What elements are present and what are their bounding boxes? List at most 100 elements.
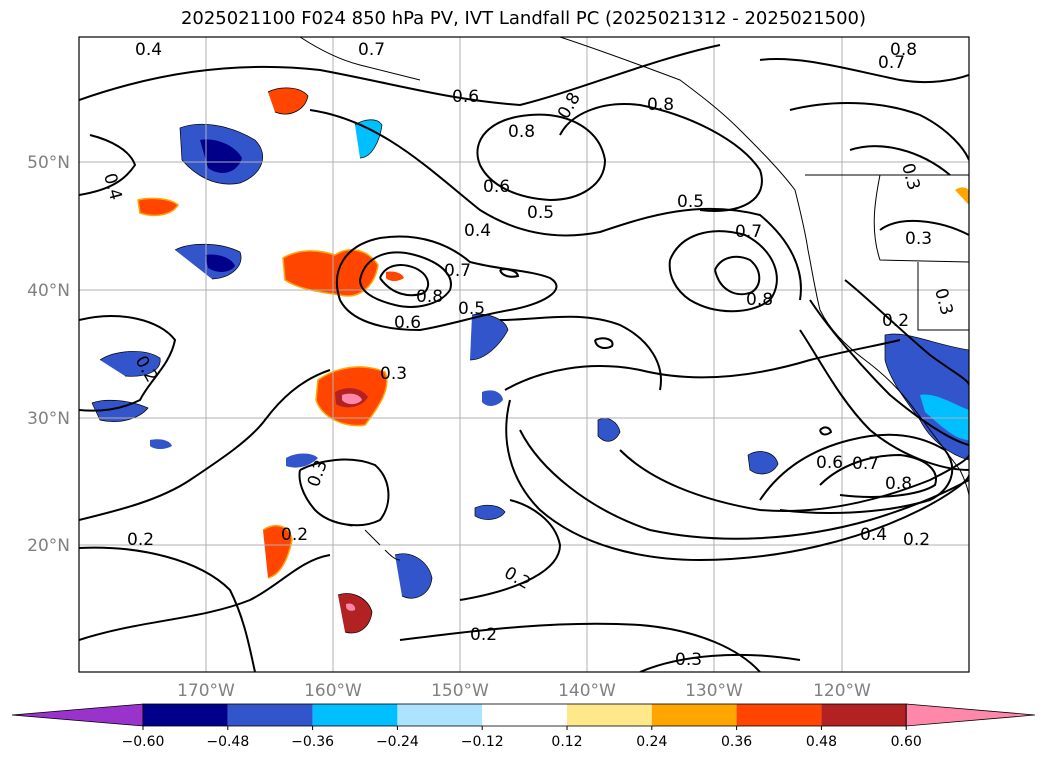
pv-pos-blob bbox=[337, 593, 373, 634]
contour-label: 0.5 bbox=[527, 203, 554, 223]
contour-line bbox=[619, 449, 969, 512]
contour-labels: 0.4 0.4 0.6 0.8 0.8 0.8 0.7 0.6 0.5 0.5 … bbox=[99, 40, 956, 670]
contour-line bbox=[309, 109, 802, 301]
contour-label: 0.8 bbox=[746, 290, 773, 310]
lat-label: 40°N bbox=[27, 281, 70, 301]
contour-line bbox=[79, 369, 331, 521]
lat-label: 30°N bbox=[27, 409, 70, 429]
contour-line bbox=[505, 399, 969, 562]
lon-label: 130°W bbox=[685, 681, 743, 701]
pv-pos-blob bbox=[267, 87, 309, 115]
colorbar-tick-label: 0.48 bbox=[806, 734, 837, 750]
pv-pos-blob bbox=[282, 249, 379, 297]
contour-line bbox=[476, 113, 607, 202]
contour-line bbox=[759, 58, 969, 84]
colorbar-segment bbox=[227, 704, 313, 726]
contour-line bbox=[79, 134, 137, 196]
contour-label: 0.8 bbox=[508, 122, 535, 142]
contour-label: 0.7 bbox=[444, 261, 471, 281]
colorbar: −0.60 −0.48 −0.36 −0.24 −0.12 0.12 0.24 0.36 0.4… bbox=[11, 703, 1036, 750]
contour-label: 0.5 bbox=[677, 192, 704, 212]
pv-neg-blob bbox=[474, 504, 506, 520]
contour-label: 0.7 bbox=[735, 222, 762, 242]
pv-neg-blob bbox=[747, 451, 779, 475]
contour-label: 0.3 bbox=[905, 229, 932, 249]
pv-neg-blob bbox=[482, 390, 503, 406]
contour-line bbox=[504, 339, 901, 391]
colorbar-tick-label: 0.60 bbox=[891, 734, 922, 750]
contour-line bbox=[79, 44, 721, 107]
contour-label: 0.6 bbox=[452, 87, 479, 107]
colorbar-tick-label: 0.36 bbox=[721, 734, 752, 750]
pv-shading bbox=[91, 87, 969, 634]
colorbar-tick-label: 0.24 bbox=[636, 734, 667, 750]
gridlines bbox=[79, 37, 969, 672]
colorbar-segment bbox=[821, 704, 907, 726]
contour-label: 0.6 bbox=[816, 453, 843, 473]
colorbar-segment bbox=[143, 704, 228, 726]
pv-neg-core bbox=[205, 254, 235, 272]
colorbar-extend-low bbox=[11, 703, 144, 727]
contour-line bbox=[559, 103, 763, 212]
contour-line bbox=[809, 299, 969, 446]
contour-line bbox=[335, 235, 558, 332]
contour-label: 0.3 bbox=[675, 650, 702, 670]
pv-pos-core bbox=[346, 603, 356, 611]
pv-neg-blob bbox=[469, 313, 509, 361]
pv-neg-blob bbox=[150, 439, 172, 449]
ivt-contours bbox=[79, 44, 969, 672]
pv-neg-blob bbox=[286, 453, 318, 468]
contour-label: 0.6 bbox=[394, 313, 421, 333]
contour-line bbox=[639, 653, 801, 672]
colorbar-tick-label: −0.12 bbox=[461, 734, 504, 750]
contour-line bbox=[789, 102, 969, 161]
colorbar-tick-label: −0.24 bbox=[376, 734, 419, 750]
contour-label: 0.4 bbox=[135, 40, 162, 60]
colorbar-extend-high bbox=[905, 703, 1036, 727]
lon-label: 140°W bbox=[558, 681, 616, 701]
colorbar-segment bbox=[312, 704, 398, 726]
coastline bbox=[329, 519, 401, 561]
lon-labels: 170°W 160°W 150°W 140°W 130°W 120°W bbox=[177, 681, 871, 701]
contour-label: 0.2 bbox=[470, 625, 497, 645]
lat-label: 50°N bbox=[27, 153, 70, 173]
contour-label: 0.7 bbox=[878, 53, 905, 73]
contour-line bbox=[819, 426, 833, 436]
map-title: 2025021100 F024 850 hPa PV, IVT Landfall… bbox=[180, 8, 867, 29]
contour-line bbox=[499, 268, 520, 278]
contour-line bbox=[298, 458, 390, 527]
contour-line bbox=[819, 453, 937, 498]
contour-label: 0.7 bbox=[358, 40, 385, 60]
coastlines bbox=[299, 37, 969, 561]
contour-line bbox=[594, 337, 614, 349]
contour-label: 0.4 bbox=[99, 171, 125, 202]
pv-neg-blob bbox=[394, 553, 433, 599]
contour-line bbox=[359, 251, 452, 308]
contour-label: 0.4 bbox=[860, 525, 887, 545]
contour-line bbox=[499, 315, 662, 391]
contour-label: 0.8 bbox=[885, 474, 912, 494]
colorbar-segment bbox=[482, 704, 567, 726]
pv-neg-blob bbox=[354, 119, 383, 159]
colorbar-segment bbox=[651, 704, 737, 726]
contour-label: 0.2 bbox=[903, 530, 930, 550]
contour-label: 0.3 bbox=[897, 161, 923, 192]
contour-label: 0.2 bbox=[882, 311, 909, 331]
lat-labels: 50°N 40°N 30°N 20°N bbox=[27, 153, 70, 556]
pv-pos-blob bbox=[137, 197, 179, 217]
lat-label: 20°N bbox=[27, 536, 70, 556]
contour-line bbox=[844, 279, 969, 386]
pv-neg-blob bbox=[920, 394, 969, 440]
contour-line bbox=[79, 554, 331, 641]
colorbar-tick-label: 0.12 bbox=[551, 734, 582, 750]
colorbar-segment bbox=[567, 704, 652, 726]
contour-label: 0.2 bbox=[281, 525, 308, 545]
lon-label: 160°W bbox=[304, 681, 362, 701]
pv-neg-blob bbox=[99, 351, 161, 377]
contour-line bbox=[849, 145, 951, 176]
pv-neg-core bbox=[200, 139, 242, 173]
colorbar-tick-label: −0.36 bbox=[291, 734, 334, 750]
contour-line bbox=[668, 230, 778, 313]
pv-pos-blob bbox=[386, 271, 404, 281]
